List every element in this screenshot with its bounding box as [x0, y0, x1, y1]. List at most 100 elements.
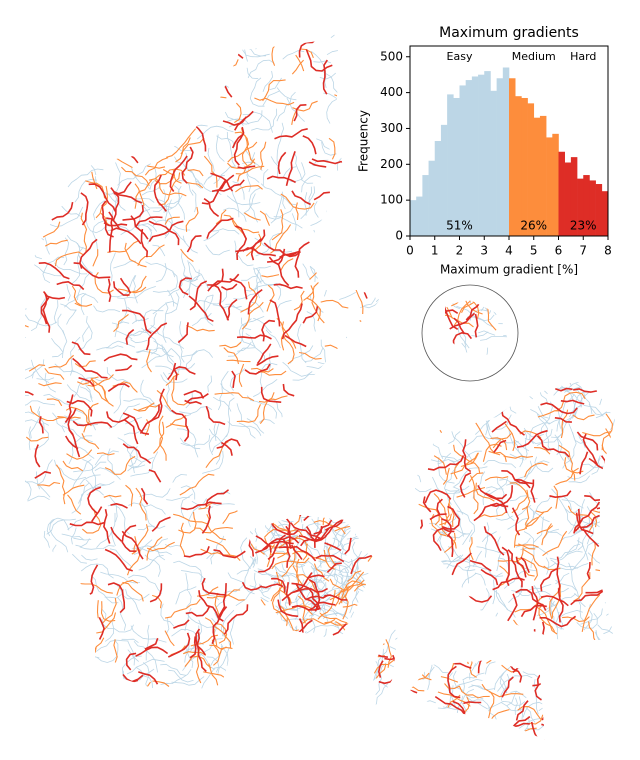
bar — [577, 178, 584, 236]
route — [255, 535, 272, 553]
route — [575, 512, 594, 535]
route — [133, 200, 173, 209]
route — [551, 488, 581, 513]
route — [258, 557, 275, 573]
route — [253, 265, 271, 270]
route — [274, 128, 308, 140]
route — [250, 543, 265, 555]
route — [513, 619, 527, 633]
route — [445, 303, 459, 330]
route — [524, 462, 548, 478]
route — [436, 498, 443, 515]
route — [514, 460, 550, 481]
bar — [546, 137, 553, 236]
route — [292, 371, 321, 381]
route — [211, 606, 228, 644]
route — [177, 322, 189, 344]
route — [154, 177, 187, 197]
route — [102, 597, 117, 624]
route — [474, 660, 491, 667]
route — [606, 584, 615, 616]
route — [148, 469, 162, 483]
route — [212, 396, 232, 412]
route — [67, 494, 82, 515]
route — [249, 187, 261, 223]
route — [582, 433, 599, 467]
x-tick-label: 6 — [555, 244, 563, 258]
route — [71, 341, 91, 356]
route — [152, 244, 166, 257]
route — [146, 349, 152, 373]
route — [98, 617, 105, 640]
route — [259, 210, 271, 226]
route — [238, 363, 245, 388]
route — [324, 344, 348, 354]
route — [63, 417, 81, 425]
route — [167, 632, 191, 658]
route — [164, 598, 201, 619]
route — [249, 301, 264, 313]
route — [187, 260, 193, 296]
route — [282, 50, 305, 60]
route — [293, 290, 305, 311]
route — [127, 640, 139, 662]
route — [262, 168, 269, 186]
route — [466, 694, 484, 700]
route — [123, 418, 139, 445]
route — [250, 531, 268, 557]
route — [46, 517, 70, 537]
route — [501, 702, 523, 712]
route — [540, 595, 569, 607]
route — [441, 455, 459, 463]
route — [272, 515, 282, 528]
bar — [527, 103, 535, 236]
route — [338, 589, 348, 605]
route — [545, 557, 550, 575]
route — [319, 573, 348, 602]
route — [243, 193, 256, 214]
route — [301, 174, 322, 193]
route — [324, 594, 348, 601]
route — [454, 590, 493, 603]
route — [140, 228, 148, 258]
route — [462, 672, 485, 681]
route — [338, 561, 353, 573]
route — [508, 663, 523, 683]
route — [467, 314, 495, 321]
route — [282, 333, 295, 365]
route — [152, 680, 170, 687]
route — [567, 505, 594, 532]
route — [294, 619, 313, 640]
route — [179, 437, 201, 450]
route — [475, 482, 495, 502]
route — [271, 587, 288, 622]
route — [122, 412, 150, 435]
route — [410, 684, 418, 694]
route — [229, 368, 246, 391]
route — [183, 269, 200, 283]
route — [484, 477, 508, 496]
route — [462, 660, 471, 665]
route — [96, 612, 117, 634]
route — [548, 597, 563, 630]
route — [461, 332, 470, 349]
route — [276, 91, 296, 122]
route — [223, 566, 250, 594]
route — [276, 317, 297, 349]
route — [604, 602, 615, 614]
route — [269, 523, 291, 542]
route — [79, 545, 115, 550]
route — [453, 444, 481, 474]
route — [66, 234, 86, 250]
route — [584, 490, 610, 502]
route — [212, 304, 242, 309]
route — [378, 629, 396, 667]
route — [223, 604, 249, 635]
y-axis-label: Frequency — [357, 110, 371, 172]
route — [304, 348, 324, 362]
route — [504, 423, 516, 452]
route — [62, 484, 85, 496]
route — [453, 317, 465, 334]
route — [297, 595, 313, 615]
route — [229, 615, 235, 645]
